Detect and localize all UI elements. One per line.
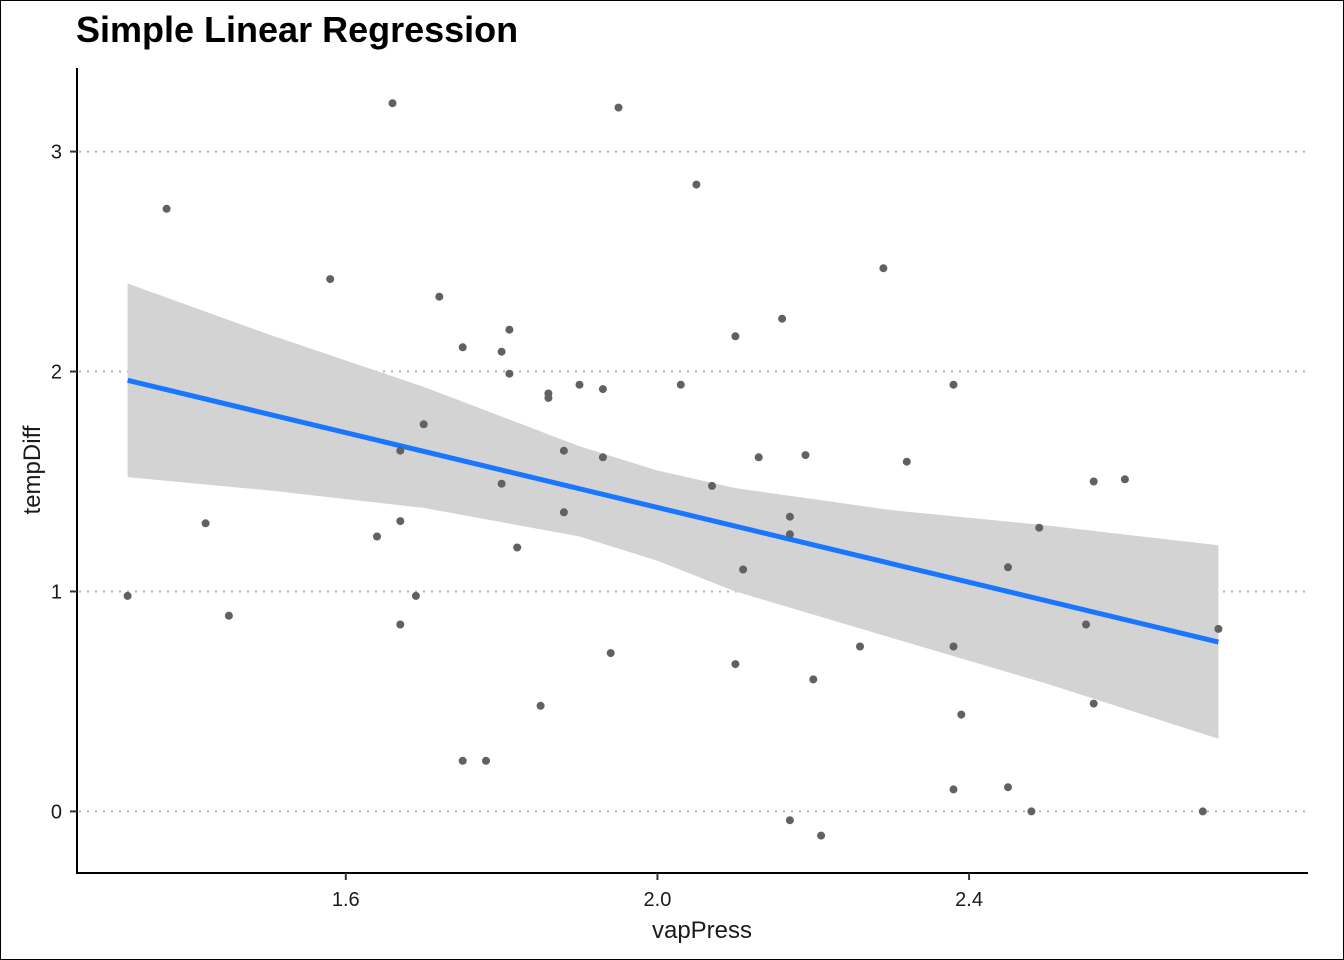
data-point: [419, 420, 428, 429]
data-point: [373, 532, 381, 541]
data-point: [778, 314, 787, 323]
data-point: [1089, 477, 1098, 486]
data-point: [1035, 523, 1044, 532]
data-point: [224, 611, 233, 620]
data-point: [123, 591, 132, 600]
x-tick-label: 1.6: [332, 889, 360, 911]
data-point: [396, 517, 405, 526]
data-point: [396, 446, 405, 455]
data-point: [949, 380, 958, 389]
data-point: [1027, 807, 1036, 816]
y-tick-label: 2: [51, 362, 62, 384]
data-point: [544, 393, 553, 402]
data-point: [513, 543, 522, 552]
y-axis-title: tempDiff: [19, 425, 46, 514]
data-point: [785, 512, 794, 521]
data-point: [458, 756, 467, 765]
x-tick-label: 2.4: [955, 889, 983, 911]
data-points: [123, 99, 1223, 840]
data-point: [1120, 475, 1129, 484]
data-point: [739, 565, 748, 574]
data-point: [1198, 807, 1207, 816]
data-point: [598, 453, 607, 462]
data-point: [949, 785, 958, 794]
data-point: [1089, 699, 1098, 708]
data-point: [505, 369, 514, 378]
data-point: [902, 457, 911, 466]
chart-title: Simple Linear Regression: [76, 9, 518, 50]
data-point: [692, 180, 701, 189]
data-point: [1004, 563, 1012, 572]
data-point: [614, 103, 623, 112]
data-point: [482, 756, 490, 765]
axes: [76, 68, 1308, 874]
data-point: [505, 325, 514, 334]
regression-line-layer: [127, 377, 1219, 645]
data-point: [162, 204, 171, 213]
data-point: [1082, 620, 1090, 629]
ticks: 0 1 2 3 1.6 2.0 2.4: [51, 142, 983, 911]
regression-line: [127, 377, 1219, 645]
y-tick-label: 1: [51, 581, 62, 603]
data-point: [731, 332, 740, 341]
data-point: [497, 347, 506, 356]
data-point: [809, 675, 818, 684]
data-point: [708, 481, 716, 490]
data-point: [957, 710, 966, 719]
data-point: [856, 642, 864, 651]
data-point: [879, 264, 888, 273]
data-point: [326, 275, 335, 284]
data-point: [949, 642, 958, 651]
data-point: [606, 649, 615, 658]
data-point: [497, 479, 506, 488]
data-point: [785, 530, 794, 539]
data-point: [598, 385, 607, 394]
data-point: [676, 380, 685, 389]
data-point: [201, 519, 210, 528]
data-point: [411, 591, 420, 600]
data-point: [388, 99, 397, 108]
x-axis-title: vapPress: [652, 917, 752, 944]
x-tick-label: 2.0: [644, 889, 672, 911]
data-point: [559, 508, 568, 517]
data-point: [801, 451, 810, 460]
data-point: [536, 701, 545, 710]
y-tick-label: 3: [51, 142, 62, 164]
data-point: [731, 660, 740, 669]
data-point: [396, 620, 405, 629]
data-point: [1004, 783, 1012, 792]
y-tick-label: 0: [51, 801, 62, 823]
data-point: [458, 343, 467, 352]
data-point: [575, 380, 584, 389]
data-point: [817, 831, 826, 840]
data-point: [559, 446, 568, 455]
data-point: [1214, 624, 1223, 633]
data-point: [435, 292, 444, 301]
data-point: [785, 816, 794, 825]
data-point: [754, 453, 763, 462]
